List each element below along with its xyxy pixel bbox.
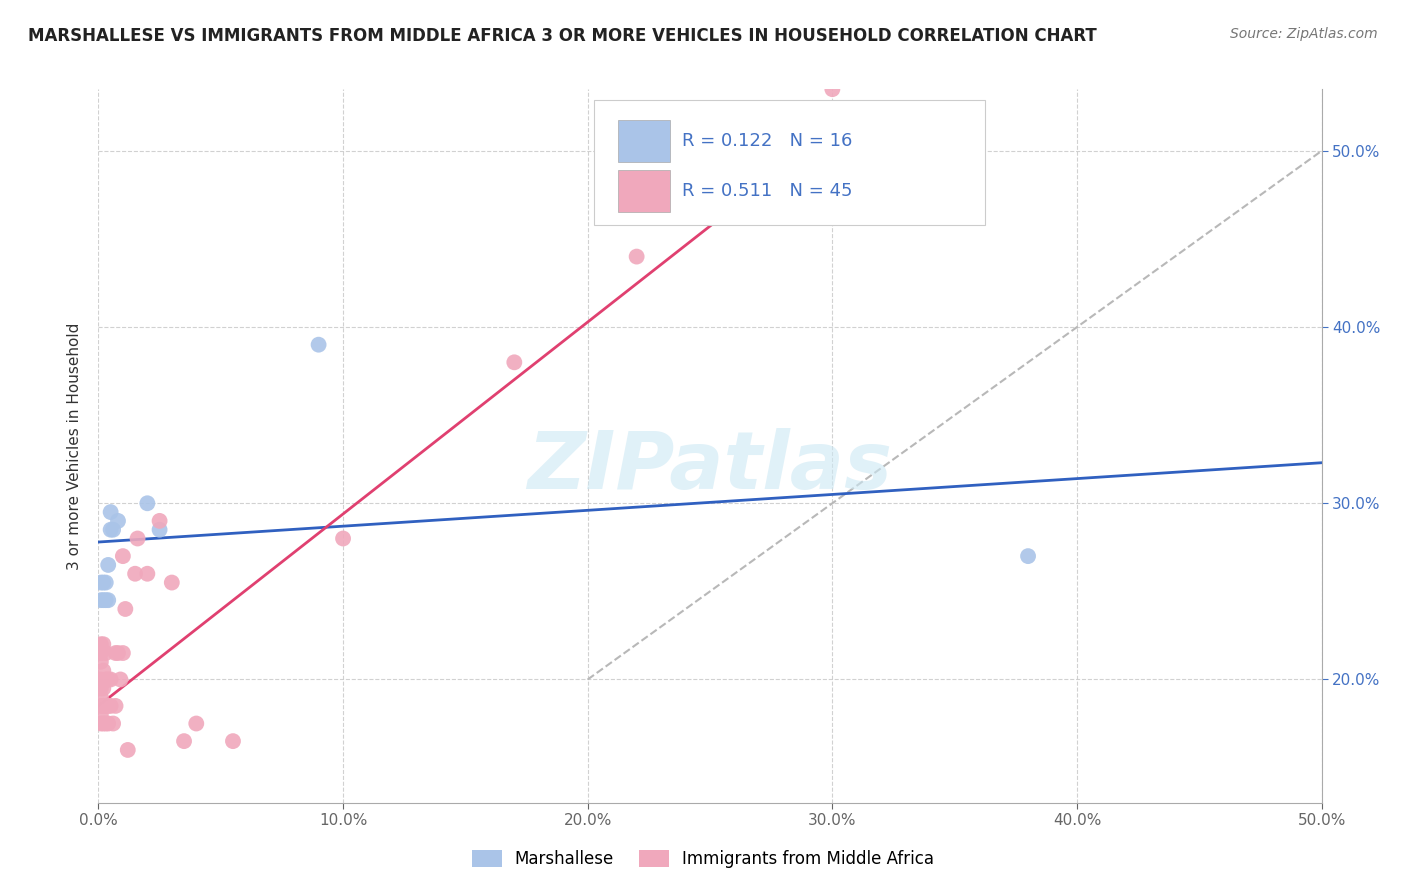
Point [90, 698, 112, 713]
Point [90, 655, 112, 669]
Point [94, 575, 117, 590]
Point [100, 505, 122, 519]
Point [90, 707, 112, 722]
Text: ZIPatlas: ZIPatlas [527, 428, 893, 507]
Point [91, 716, 114, 731]
Text: R = 0.122   N = 16: R = 0.122 N = 16 [682, 132, 852, 150]
Point [94, 698, 117, 713]
Point [91, 698, 114, 713]
Point [94, 646, 117, 660]
Y-axis label: 3 or more Vehicles in Household: 3 or more Vehicles in Household [67, 322, 83, 570]
Point [111, 549, 134, 563]
Point [1017, 549, 1039, 563]
Point [110, 673, 132, 687]
FancyBboxPatch shape [619, 170, 669, 212]
Point [149, 514, 172, 528]
Point [90, 716, 112, 731]
Point [100, 673, 122, 687]
Point [94, 673, 117, 687]
Point [90, 646, 112, 660]
Point [107, 514, 129, 528]
Point [136, 496, 159, 510]
Text: R = 0.511   N = 45: R = 0.511 N = 45 [682, 182, 852, 200]
Point [91, 575, 114, 590]
Point [104, 646, 127, 660]
Point [626, 250, 648, 264]
Point [90, 690, 112, 704]
Point [100, 698, 122, 713]
Point [332, 532, 354, 546]
Point [821, 82, 844, 96]
Point [101, 716, 124, 731]
Point [111, 646, 134, 660]
Point [117, 743, 139, 757]
Point [149, 523, 172, 537]
Point [100, 523, 122, 537]
Point [104, 698, 127, 713]
Point [114, 602, 136, 616]
Point [90, 575, 112, 590]
Legend: Marshallese, Immigrants from Middle Africa: Marshallese, Immigrants from Middle Afri… [465, 843, 941, 875]
Point [94, 716, 117, 731]
Point [91, 637, 114, 651]
Point [91, 681, 114, 696]
Point [127, 532, 149, 546]
Point [97, 716, 120, 731]
Point [97, 558, 120, 572]
Point [91, 664, 114, 678]
Point [97, 673, 120, 687]
FancyBboxPatch shape [619, 120, 669, 162]
Point [91, 593, 114, 607]
Point [97, 698, 120, 713]
Point [90, 637, 112, 651]
Point [186, 716, 208, 731]
Point [173, 734, 195, 748]
Text: MARSHALLESE VS IMMIGRANTS FROM MIDDLE AFRICA 3 OR MORE VEHICLES IN HOUSEHOLD COR: MARSHALLESE VS IMMIGRANTS FROM MIDDLE AF… [28, 27, 1097, 45]
Point [94, 593, 117, 607]
FancyBboxPatch shape [593, 100, 986, 225]
Point [90, 593, 112, 607]
Point [124, 566, 146, 581]
Text: Source: ZipAtlas.com: Source: ZipAtlas.com [1230, 27, 1378, 41]
Point [308, 337, 330, 351]
Point [101, 523, 124, 537]
Point [160, 575, 183, 590]
Point [503, 355, 526, 369]
Point [90, 681, 112, 696]
Point [136, 566, 159, 581]
Point [748, 161, 770, 176]
Point [90, 673, 112, 687]
Point [222, 734, 245, 748]
Point [107, 646, 129, 660]
Point [97, 593, 120, 607]
